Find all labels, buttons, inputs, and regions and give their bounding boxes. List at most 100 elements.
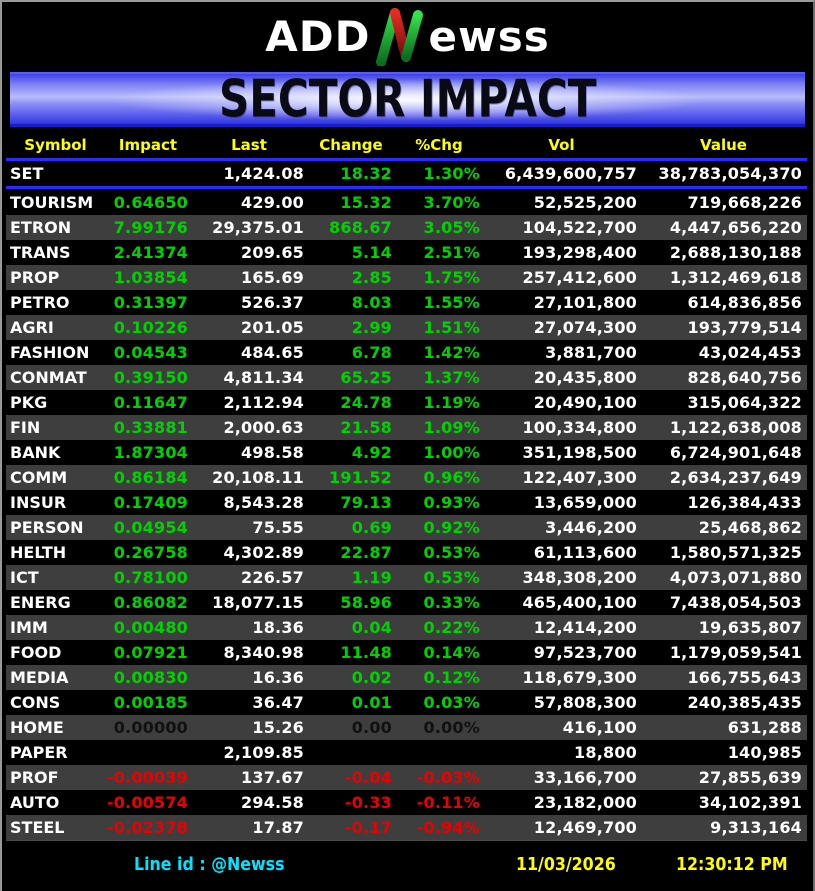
cell-change: 0.69 [351,518,392,537]
cell-pctchg: 1.37% [423,368,480,387]
table-row: ENERG 0.86082 18,077.15 58.96 0.33% 465,… [6,590,807,615]
cell-symbol: CONMAT [10,368,87,387]
table-row: CONS 0.00185 36.47 0.01 0.03% 57,808,300… [6,690,807,715]
cell-symbol: FASHION [10,343,90,362]
cell-last: 36.47 [252,693,304,712]
cell-impact: 0.07921 [113,643,188,662]
cell-value: 9,313,164 [710,818,802,837]
cell-value: 34,102,391 [698,793,802,812]
cell-symbol: COMM [10,468,68,487]
date-text: 11/03/2026 [516,854,616,875]
cell-volume: 12,414,200 [533,618,637,637]
table-row: AGRI 0.10226 201.05 2.99 1.51% 27,074,30… [6,315,807,340]
cell-change: 11.48 [340,643,392,662]
table-row: PKG 0.11647 2,112.94 24.78 1.19% 20,490,… [6,390,807,415]
cell-value: 43,024,453 [698,343,802,362]
logo-text-add: ADD [265,12,371,61]
cell-impact: 7.99176 [113,218,188,237]
table-row: SET 1,424.08 18.32 1.30% 6,439,600,757 3… [6,161,807,186]
cell-value: 25,468,862 [698,518,802,537]
table-row: TRANS 2.41374 209.65 5.14 2.51% 193,298,… [6,240,807,265]
cell-impact: 0.26758 [113,543,188,562]
cell-last: 2,112.94 [223,393,304,412]
table-row: PAPER 2,109.85 18,800 140,985 [6,740,807,765]
cell-pctchg: 1.19% [423,393,480,412]
cell-impact: 0.33881 [113,418,188,437]
cell-volume: 118,679,300 [522,668,637,687]
cell-value: 240,385,435 [687,693,802,712]
cell-symbol: ETRON [10,218,72,237]
cell-change: 0.02 [351,668,392,687]
cell-last: 18,077.15 [212,593,304,612]
cell-change: 2.85 [351,268,392,287]
cell-last: 4,811.34 [223,368,304,387]
cell-last: 137.67 [241,768,304,787]
cell-pctchg: 0.14% [423,643,480,662]
cell-value: 126,384,433 [687,493,802,512]
table-row: PETRO 0.31397 526.37 8.03 1.55% 27,101,8… [6,290,807,315]
cell-impact: 0.17409 [113,493,188,512]
cell-last: 526.37 [241,293,304,312]
cell-impact: 0.04543 [113,343,188,362]
table-row: IMM 0.00480 18.36 0.04 0.22% 12,414,200 … [6,615,807,640]
cell-impact: 0.00480 [113,618,188,637]
cell-value: 19,635,807 [698,618,802,637]
time-text: 12:30:12 PM [676,854,788,875]
cell-pctchg [395,740,483,765]
cell-value: 614,836,856 [687,293,802,312]
cell-impact: 0.00185 [113,693,188,712]
blue-separator-under-set [6,186,807,190]
cell-change: 6.78 [351,343,392,362]
cell-value: 631,288 [727,718,802,737]
cell-value: 1,122,638,008 [669,418,802,437]
cell-symbol: HELTH [10,543,67,562]
cell-pctchg: 1.51% [423,318,480,337]
cell-symbol: IMM [10,618,48,637]
cell-impact: 0.86184 [113,468,188,487]
cell-volume: 13,659,000 [533,493,637,512]
cell-volume: 97,523,700 [533,643,637,662]
cell-volume: 23,182,000 [533,793,637,812]
cell-last: 484.65 [241,343,304,362]
cell-pctchg: 1.00% [423,443,480,462]
cell-last: 8,543.28 [223,493,304,512]
cell-value: 1,580,571,325 [669,543,802,562]
table-header-row: Symbol Impact Last Change %Chg Vol Value [6,133,807,158]
cell-value: 27,855,639 [698,768,802,787]
cell-pctchg: 0.93% [423,493,480,512]
cell-value: 4,073,071,880 [669,568,802,587]
cell-volume: 3,446,200 [545,518,637,537]
cell-impact: -0.00039 [106,768,188,787]
cell-volume: 122,407,300 [522,468,637,487]
cell-last: 4,302.89 [223,543,304,562]
cell-change: 2.99 [351,318,392,337]
cell-last: 209.65 [241,243,304,262]
cell-volume: 257,412,600 [522,268,637,287]
cell-change: 65.25 [340,368,392,387]
cell-value: 315,064,322 [687,393,802,412]
header-change: Change [319,136,383,154]
cell-change: 24.78 [340,393,392,412]
sector-table: Symbol Impact Last Change %Chg Vol Value… [6,133,807,841]
table-row: INSUR 0.17409 8,543.28 79.13 0.93% 13,65… [6,490,807,515]
cell-impact: 0.04954 [113,518,188,537]
cell-volume: 416,100 [562,718,637,737]
cell-change: -0.04 [344,768,392,787]
table-row: HELTH 0.26758 4,302.89 22.87 0.53% 61,11… [6,540,807,565]
header-pctchg: %Chg [415,136,463,154]
cell-impact: 0.64650 [113,193,188,212]
cell-change: 21.58 [340,418,392,437]
cell-volume: 61,113,600 [533,543,637,562]
cell-symbol: PROP [10,268,60,287]
cell-change: 868.67 [329,218,392,237]
cell-impact: 0.00830 [113,668,188,687]
cell-change: 8.03 [351,293,392,312]
cell-pctchg: 0.92% [423,518,480,537]
cell-last: 294.58 [241,793,304,812]
cell-volume: 348,308,200 [522,568,637,587]
cell-volume: 27,101,800 [533,293,637,312]
cell-last: 29,375.01 [212,218,304,237]
cell-impact: -0.00574 [106,793,188,812]
cell-volume: 104,522,700 [522,218,637,237]
